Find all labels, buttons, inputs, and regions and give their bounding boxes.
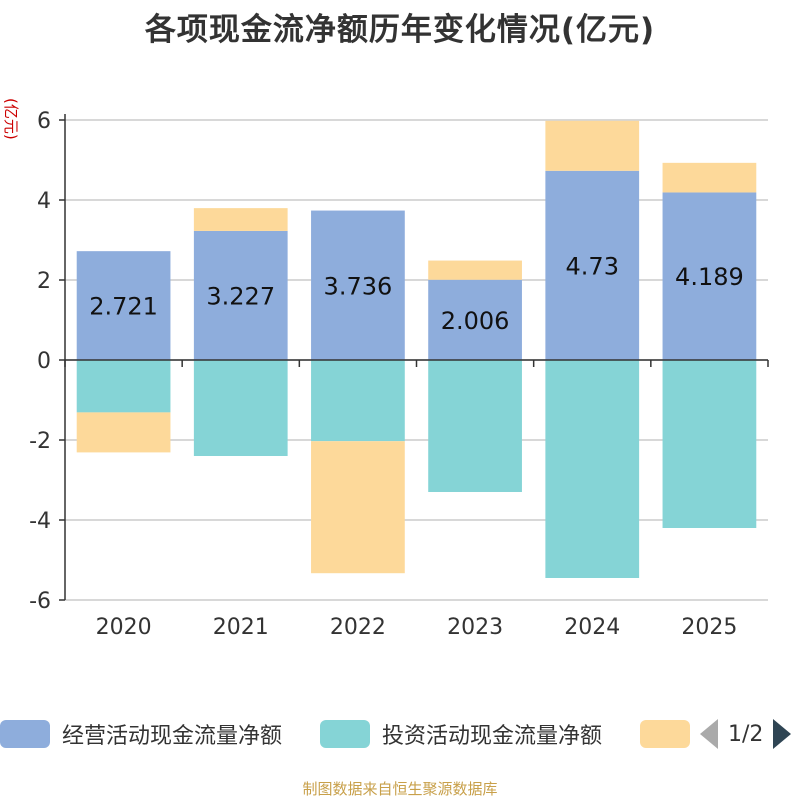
bar-2-2025 bbox=[662, 162, 757, 193]
bar-2-2021 bbox=[193, 208, 288, 231]
bar-0-2020 bbox=[76, 251, 171, 360]
bar-0-2023 bbox=[428, 279, 522, 360]
x-tick-label: 2024 bbox=[564, 615, 620, 640]
bar-0-2024 bbox=[545, 170, 640, 360]
data-label: 4.73 bbox=[566, 252, 619, 280]
data-label: 4.189 bbox=[675, 263, 744, 291]
legend: 经营活动现金流量净额 投资活动现金流量净额 bbox=[0, 716, 800, 752]
y-tick-label: -4 bbox=[29, 509, 51, 534]
y-tick-label: 6 bbox=[37, 109, 51, 134]
bar-0-2021 bbox=[193, 230, 288, 360]
bar-1-2025 bbox=[662, 360, 757, 528]
bar-2-2024 bbox=[545, 120, 640, 171]
data-label: 2.721 bbox=[89, 293, 158, 321]
x-tick-label: 2022 bbox=[330, 615, 386, 640]
legend-item-financing[interactable] bbox=[640, 716, 690, 752]
bar-1-2021 bbox=[193, 360, 288, 456]
x-tick-label: 2023 bbox=[447, 615, 503, 640]
bar-0-2025 bbox=[662, 192, 757, 360]
y-tick-label: 2 bbox=[37, 269, 51, 294]
source-note: 制图数据来自恒生聚源数据库 bbox=[302, 780, 498, 798]
bar-1-2022 bbox=[311, 360, 405, 442]
pager-prev-icon[interactable] bbox=[700, 719, 718, 749]
legend-label-operating: 经营活动现金流量净额 bbox=[62, 724, 283, 749]
y-tick-label: 0 bbox=[37, 349, 51, 374]
legend-swatch-financing bbox=[640, 720, 690, 748]
legend-swatch-operating bbox=[0, 720, 50, 748]
data-label: 3.736 bbox=[324, 272, 393, 300]
legend-item-investing[interactable]: 投资活动现金流量净额 bbox=[320, 716, 602, 752]
bar-1-2023 bbox=[428, 360, 522, 492]
pager-next-icon[interactable] bbox=[773, 719, 792, 749]
x-tick-label: 2020 bbox=[96, 615, 152, 640]
bar-chart: -6 -4 -2 0 2 4 6 2.721 2020 3.227 2021 3.736 2022 2.0… bbox=[29, 109, 769, 640]
bar-0-2022 bbox=[311, 210, 405, 360]
y-tick-label: -2 bbox=[29, 429, 51, 454]
chart-title: 各项现金流净额历年变化情况(亿元) bbox=[144, 12, 656, 48]
data-label: 2.006 bbox=[441, 307, 510, 335]
y-tick-label: 4 bbox=[37, 189, 51, 214]
legend-label-investing: 投资活动现金流量净额 bbox=[382, 724, 603, 749]
bar-2-2020 bbox=[76, 412, 171, 453]
y-tick-label: -6 bbox=[29, 589, 51, 614]
pager-text: 1/2 bbox=[728, 721, 764, 747]
bar-2-2022 bbox=[311, 441, 405, 574]
data-label: 3.227 bbox=[206, 282, 275, 310]
bar-1-2024 bbox=[545, 360, 640, 578]
x-tick-label: 2021 bbox=[213, 615, 269, 640]
bar-2-2023 bbox=[428, 260, 522, 280]
bar-1-2020 bbox=[76, 360, 171, 413]
legend-swatch-investing bbox=[320, 720, 370, 748]
legend-pager: 1/2 bbox=[700, 716, 792, 752]
x-tick-label: 2025 bbox=[681, 615, 737, 640]
legend-item-operating[interactable]: 经营活动现金流量净额 bbox=[0, 716, 282, 752]
